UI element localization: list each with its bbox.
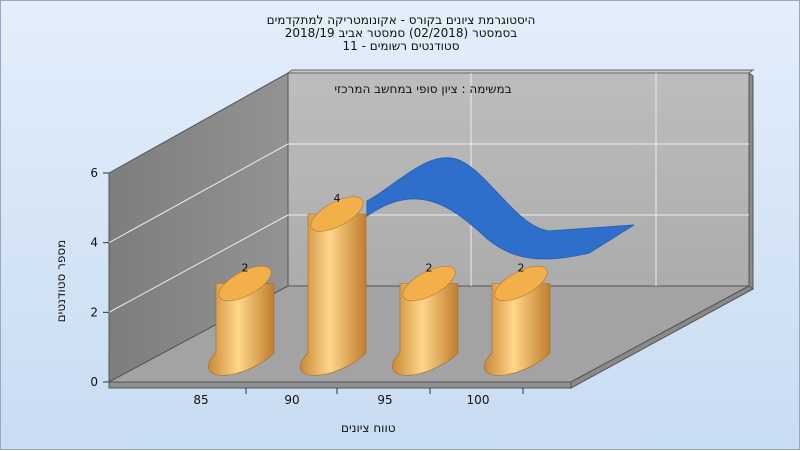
bar-top [402, 265, 456, 302]
chart-title-line-3: סטודנטים רשומים - 11 [342, 39, 460, 53]
bar-value-label: 2 [242, 262, 249, 275]
x-tick-label: 100 [467, 393, 490, 407]
y-ticks: 0 2 4 6 [90, 166, 109, 389]
chart-title-line-1: היסטוגרמת ציונים בקורס - אקונומטריקה למת… [266, 13, 536, 27]
bar-body [484, 283, 551, 376]
bar-body [392, 283, 459, 376]
bar-value-label: 2 [518, 262, 525, 275]
bar-value-label: 4 [334, 192, 341, 205]
x-tick-label: 85 [193, 393, 208, 407]
bar: 2 [208, 262, 275, 376]
x-tick-label: 95 [377, 393, 392, 407]
bar-body [208, 283, 275, 376]
bar: 2 [392, 262, 459, 376]
y-tick-label: 2 [90, 305, 98, 319]
floor-edge [108, 381, 572, 389]
bar-top [494, 265, 548, 302]
y-tick-label: 4 [90, 236, 98, 250]
trend-curve [366, 157, 635, 260]
y-tick-label: 0 [90, 375, 98, 389]
y-tick-label: 6 [90, 166, 98, 180]
bar-body [300, 213, 367, 376]
bar-top [218, 265, 272, 302]
bar: 2 [484, 262, 551, 376]
chart-subtitle: במשימה : ציון סופי במחשב המרכזי [334, 82, 511, 96]
bar-value-label: 2 [426, 262, 433, 275]
grid-line [108, 143, 289, 244]
top-wall-edge [286, 69, 755, 74]
x-tick-label: 90 [284, 393, 299, 407]
x-axis-label: טווח ציונים [341, 421, 396, 435]
right-wall-edge [748, 72, 754, 290]
grid-line [108, 214, 289, 313]
bar-top [310, 196, 364, 232]
chart-title-line-2: בסמסטר (02/2018) סמסטר אביב 2018/19 [284, 26, 518, 40]
bar: 4 [300, 192, 367, 376]
x-ticks: 85 90 95 100 [193, 388, 524, 407]
bars: 2 4 2 2 [208, 192, 551, 376]
